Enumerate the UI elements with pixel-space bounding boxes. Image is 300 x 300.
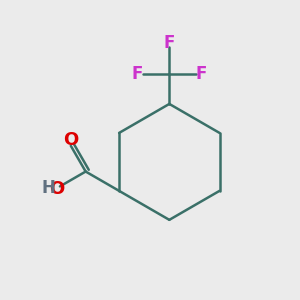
Text: F: F [131, 65, 143, 83]
Text: F: F [196, 65, 207, 83]
Text: H: H [42, 179, 56, 197]
Text: O: O [49, 180, 64, 198]
Text: O: O [63, 131, 78, 149]
Text: F: F [164, 34, 175, 52]
